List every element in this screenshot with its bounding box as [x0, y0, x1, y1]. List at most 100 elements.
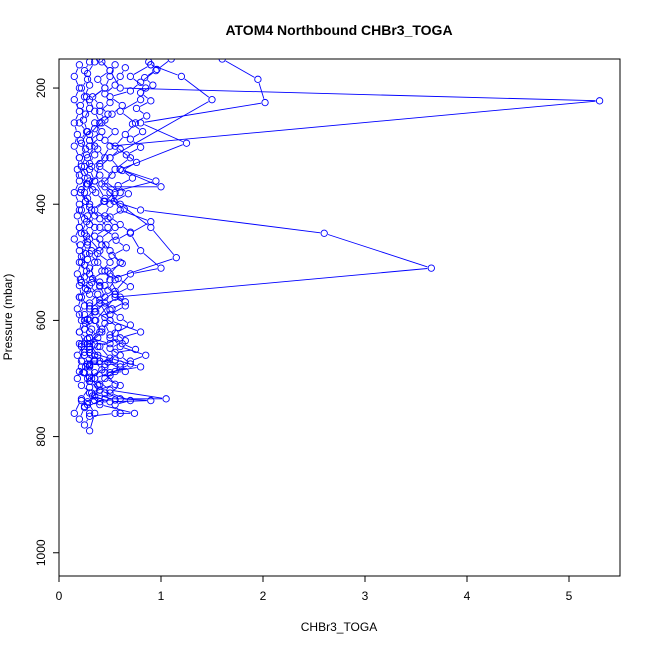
- x-tick-label: 3: [362, 589, 369, 603]
- data-point: [81, 422, 87, 428]
- series-segment: [107, 208, 109, 212]
- series-segment: [123, 358, 127, 362]
- series-segment: [122, 180, 129, 184]
- series-segment: [113, 102, 208, 156]
- series-segment: [114, 304, 122, 308]
- series-segment: [118, 196, 125, 200]
- series-segment: [82, 144, 83, 146]
- plot-area: [71, 56, 603, 434]
- data-point: [86, 428, 92, 434]
- series-segment: [96, 273, 101, 276]
- series-segment: [98, 196, 101, 199]
- series-segment: [133, 85, 137, 89]
- series-segment: [90, 187, 93, 190]
- series-segment: [134, 357, 142, 360]
- series-segment: [84, 382, 85, 383]
- series-segment: [81, 161, 82, 163]
- series-segment: [96, 90, 102, 94]
- series-segment: [144, 253, 158, 265]
- data-point: [209, 96, 215, 102]
- data-point: [137, 144, 143, 150]
- data-point: [117, 314, 123, 320]
- data-point: [112, 128, 118, 134]
- series-segment: [105, 125, 112, 129]
- series-segment: [101, 289, 103, 293]
- series-segment: [134, 134, 139, 137]
- data-point: [107, 345, 113, 351]
- series-segment: [81, 411, 83, 415]
- series-segment: [89, 254, 90, 255]
- data-point: [122, 131, 128, 137]
- series-segment: [75, 138, 76, 142]
- series-segment: [87, 420, 88, 422]
- series-segment: [119, 327, 127, 331]
- series-segment: [328, 235, 427, 267]
- series-segment: [87, 65, 88, 67]
- series-segment: [118, 138, 123, 144]
- x-tick-label: 5: [566, 589, 573, 603]
- data-point: [137, 96, 143, 102]
- data-point: [137, 247, 143, 253]
- data-point: [123, 245, 129, 251]
- series-segment: [109, 239, 112, 242]
- data-point: [76, 224, 82, 230]
- data-point: [150, 82, 156, 88]
- series-segment: [107, 80, 109, 84]
- data-point: [76, 62, 82, 68]
- data-point: [131, 410, 137, 416]
- data-point: [71, 143, 77, 149]
- series-segment: [101, 73, 107, 77]
- data-point: [137, 207, 143, 213]
- series-segment: [83, 147, 85, 151]
- series-segment: [132, 237, 138, 248]
- series-segment: [83, 135, 85, 137]
- series-segment: [102, 350, 107, 356]
- data-point: [139, 128, 145, 134]
- series-segment: [123, 227, 127, 230]
- data-point: [74, 271, 80, 277]
- series-segment: [108, 134, 112, 138]
- data-point: [76, 329, 82, 335]
- data-point: [148, 397, 154, 403]
- data-point: [97, 216, 103, 222]
- data-point: [86, 291, 92, 297]
- series-segment: [88, 77, 89, 81]
- series-segment: [108, 88, 112, 92]
- series-segment: [100, 82, 102, 85]
- series-segment: [123, 114, 132, 121]
- series-segment: [107, 327, 109, 331]
- series-segment: [94, 414, 112, 416]
- series-segment: [119, 243, 123, 246]
- series-segment: [83, 274, 85, 276]
- data-point: [178, 73, 184, 79]
- series-segment: [86, 89, 88, 93]
- series-segment: [76, 68, 78, 72]
- data-point: [127, 284, 133, 290]
- series-segment: [113, 161, 118, 167]
- series-segment: [153, 231, 173, 255]
- series-segment: [110, 283, 113, 287]
- series-segment: [148, 80, 150, 82]
- data-point: [148, 98, 154, 104]
- series-segment: [134, 269, 157, 273]
- data-point: [122, 65, 128, 71]
- x-tick-label: 4: [464, 589, 471, 603]
- series-segment: [259, 83, 264, 99]
- data-point: [97, 172, 103, 178]
- series-segment: [80, 289, 81, 293]
- series-segment: [114, 372, 121, 373]
- series-segment: [114, 92, 127, 96]
- data-point: [125, 191, 131, 197]
- data-point: [321, 230, 327, 236]
- series-segment: [82, 257, 84, 259]
- series-segment: [85, 363, 86, 364]
- series-segment: [130, 149, 137, 153]
- series-segment: [113, 388, 117, 391]
- series-segment: [78, 220, 79, 224]
- series-2: [84, 56, 602, 434]
- series-segment: [79, 313, 80, 317]
- series-segment: [113, 99, 119, 103]
- series-segment: [105, 65, 108, 68]
